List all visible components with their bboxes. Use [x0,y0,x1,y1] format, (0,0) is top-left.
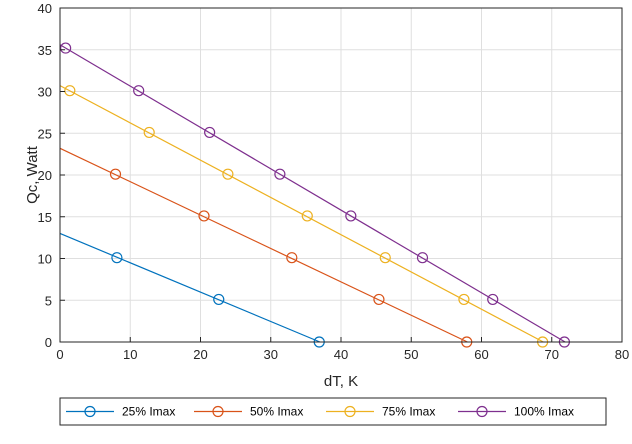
x-tick-label: 10 [123,347,137,362]
data-point [416,252,429,264]
data-point [111,252,123,264]
data-point [458,293,470,306]
data-point [222,168,234,180]
y-tick-label: 15 [38,210,52,225]
data-point [198,210,210,222]
data-point [487,293,499,306]
legend-label: 75% Imax [382,405,435,419]
x-axis-label: dT, K [324,373,358,390]
data-point [204,126,216,139]
x-tick-label: 80 [615,347,629,362]
series-line [59,44,566,343]
data-point [64,85,76,97]
x-tick-label: 70 [545,347,559,362]
legend-label: 100% Imax [514,405,574,419]
x-tick-label: 0 [56,347,63,362]
data-point [301,210,313,222]
legend-label: 50% Imax [250,405,303,419]
legend-marker [344,405,356,418]
data-point [286,252,298,264]
series-line [59,147,468,343]
series-group [59,85,549,348]
legend-marker [84,405,96,418]
series-layer [59,42,570,348]
x-tick-label: 50 [404,347,418,362]
data-point [274,168,286,180]
x-tick-label: 20 [193,347,207,362]
series-group [59,42,570,348]
y-tick-label: 20 [38,168,52,183]
x-tick-label: 40 [334,347,348,362]
data-point [60,42,72,54]
data-point [379,252,391,264]
data-point [109,168,122,180]
legend: 25% Imax 50% Imax 75% Imax 100% Imax [59,397,607,426]
y-tick-label: 40 [38,1,52,16]
data-point [345,210,357,222]
data-point [143,126,155,139]
legend-label: 25% Imax [122,405,175,419]
series-line [59,85,544,343]
y-tick-label: 25 [38,126,52,141]
y-tick-label: 10 [38,252,52,267]
y-tick-label: 5 [45,293,52,308]
legend-marker [212,405,224,418]
data-point [213,293,225,306]
x-tick-label: 30 [264,347,278,362]
series-line [59,232,321,343]
y-tick-label: 0 [45,335,52,350]
y-axis-label: Qc, Watt [24,145,41,204]
data-point [373,293,385,306]
y-tick-label: 30 [38,85,52,100]
y-tick-label: 35 [38,43,52,58]
axes: 0 10 20 30 40 50 60 70 80 0 5 10 15 20 25 30 35 40 [38,1,630,362]
x-tick-label: 60 [474,347,488,362]
data-point [133,85,145,97]
legend-marker [476,405,488,418]
